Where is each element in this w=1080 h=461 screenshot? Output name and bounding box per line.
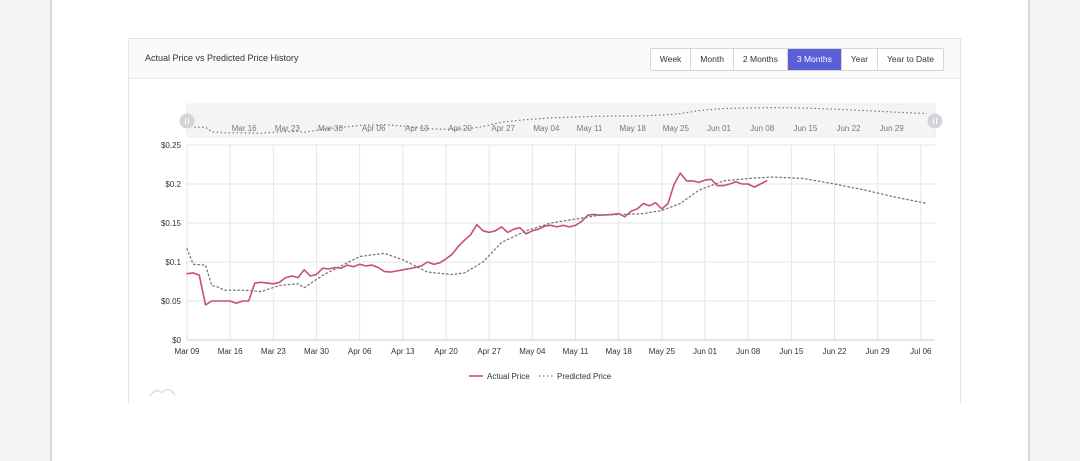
range-3-months-button[interactable]: 3 Months	[787, 49, 842, 70]
x-tick-label: Mar 30	[304, 347, 329, 356]
navigator-right-handle[interactable]	[927, 113, 943, 129]
navigator-label: Mar 23	[275, 124, 300, 133]
x-tick-label: Jun 22	[822, 347, 847, 356]
navigator-label: Apr 27	[491, 124, 515, 133]
x-tick-label: Apr 06	[348, 347, 372, 356]
range-2-months-button[interactable]: 2 Months	[734, 49, 788, 70]
predicted-price-line	[186, 176, 928, 293]
navigator-label: Mar 30	[318, 124, 343, 133]
navigator-left-handle[interactable]	[179, 113, 195, 129]
navigator-label: Jun 01	[707, 124, 732, 133]
navigator-label: Apr 06	[362, 124, 386, 133]
x-tick-label: May 11	[563, 347, 589, 356]
legend-predicted-label: Predicted Price	[557, 372, 612, 381]
y-tick-label: $0	[172, 336, 181, 345]
navigator-series	[186, 106, 928, 134]
chart-card-header: Actual Price vs Predicted Price History …	[129, 39, 960, 79]
navigator-label: Jun 29	[880, 124, 905, 133]
navigator-label: May 11	[577, 124, 603, 133]
x-tick-label: Apr 20	[434, 347, 458, 356]
x-tick-label: Apr 27	[477, 347, 501, 356]
y-tick-label: $0.15	[161, 219, 182, 228]
range-year-button[interactable]: Year	[842, 49, 879, 70]
range-year-to-date-button[interactable]: Year to Date	[887, 54, 934, 64]
navigator-label: Jun 08	[750, 124, 775, 133]
navigator-label: May 04	[533, 124, 560, 133]
x-tick-label: Mar 09	[175, 347, 200, 356]
right-gutter	[1028, 0, 1080, 461]
navigator-label: May 25	[663, 124, 690, 133]
navigator-label: Apr 20	[448, 124, 472, 133]
x-tick-label: Jul 06	[910, 347, 932, 356]
left-gutter	[0, 0, 52, 461]
x-tick-label: Jun 08	[736, 347, 761, 356]
x-tick-label: Mar 16	[218, 347, 243, 356]
x-tick-label: Mar 23	[261, 347, 286, 356]
x-tick-label: May 18	[606, 347, 633, 356]
navigator-label: Jun 15	[793, 124, 818, 133]
actual-price-line	[186, 172, 768, 306]
x-tick-label: Jun 29	[866, 347, 891, 356]
navigator-label: May 18	[620, 124, 647, 133]
y-tick-label: $0.25	[161, 141, 182, 150]
x-tick-label: Apr 13	[391, 347, 415, 356]
range-week-button[interactable]: Week	[651, 49, 692, 70]
y-tick-label: $0.05	[161, 297, 182, 306]
navigator-label: Mar 16	[232, 124, 257, 133]
legend-actual-label: Actual Price	[487, 372, 530, 381]
watermark-icon	[149, 388, 176, 397]
x-tick-label: May 25	[649, 347, 676, 356]
navigator-label: Apr 13	[405, 124, 429, 133]
range-month-button[interactable]: Month	[691, 49, 734, 70]
chart-card: Actual Price vs Predicted Price History …	[128, 38, 961, 403]
x-tick-label: Jun 01	[693, 347, 718, 356]
x-tick-label: Jun 15	[779, 347, 804, 356]
range-selector: Week Month 2 Months 3 Months Year Year t…	[649, 48, 944, 71]
x-tick-label: May 04	[519, 347, 546, 356]
navigator-label: Jun 22	[836, 124, 861, 133]
y-tick-label: $0.2	[165, 180, 181, 189]
y-tick-label: $0.1	[165, 258, 181, 267]
chart-title: Actual Price vs Predicted Price History	[145, 53, 299, 63]
